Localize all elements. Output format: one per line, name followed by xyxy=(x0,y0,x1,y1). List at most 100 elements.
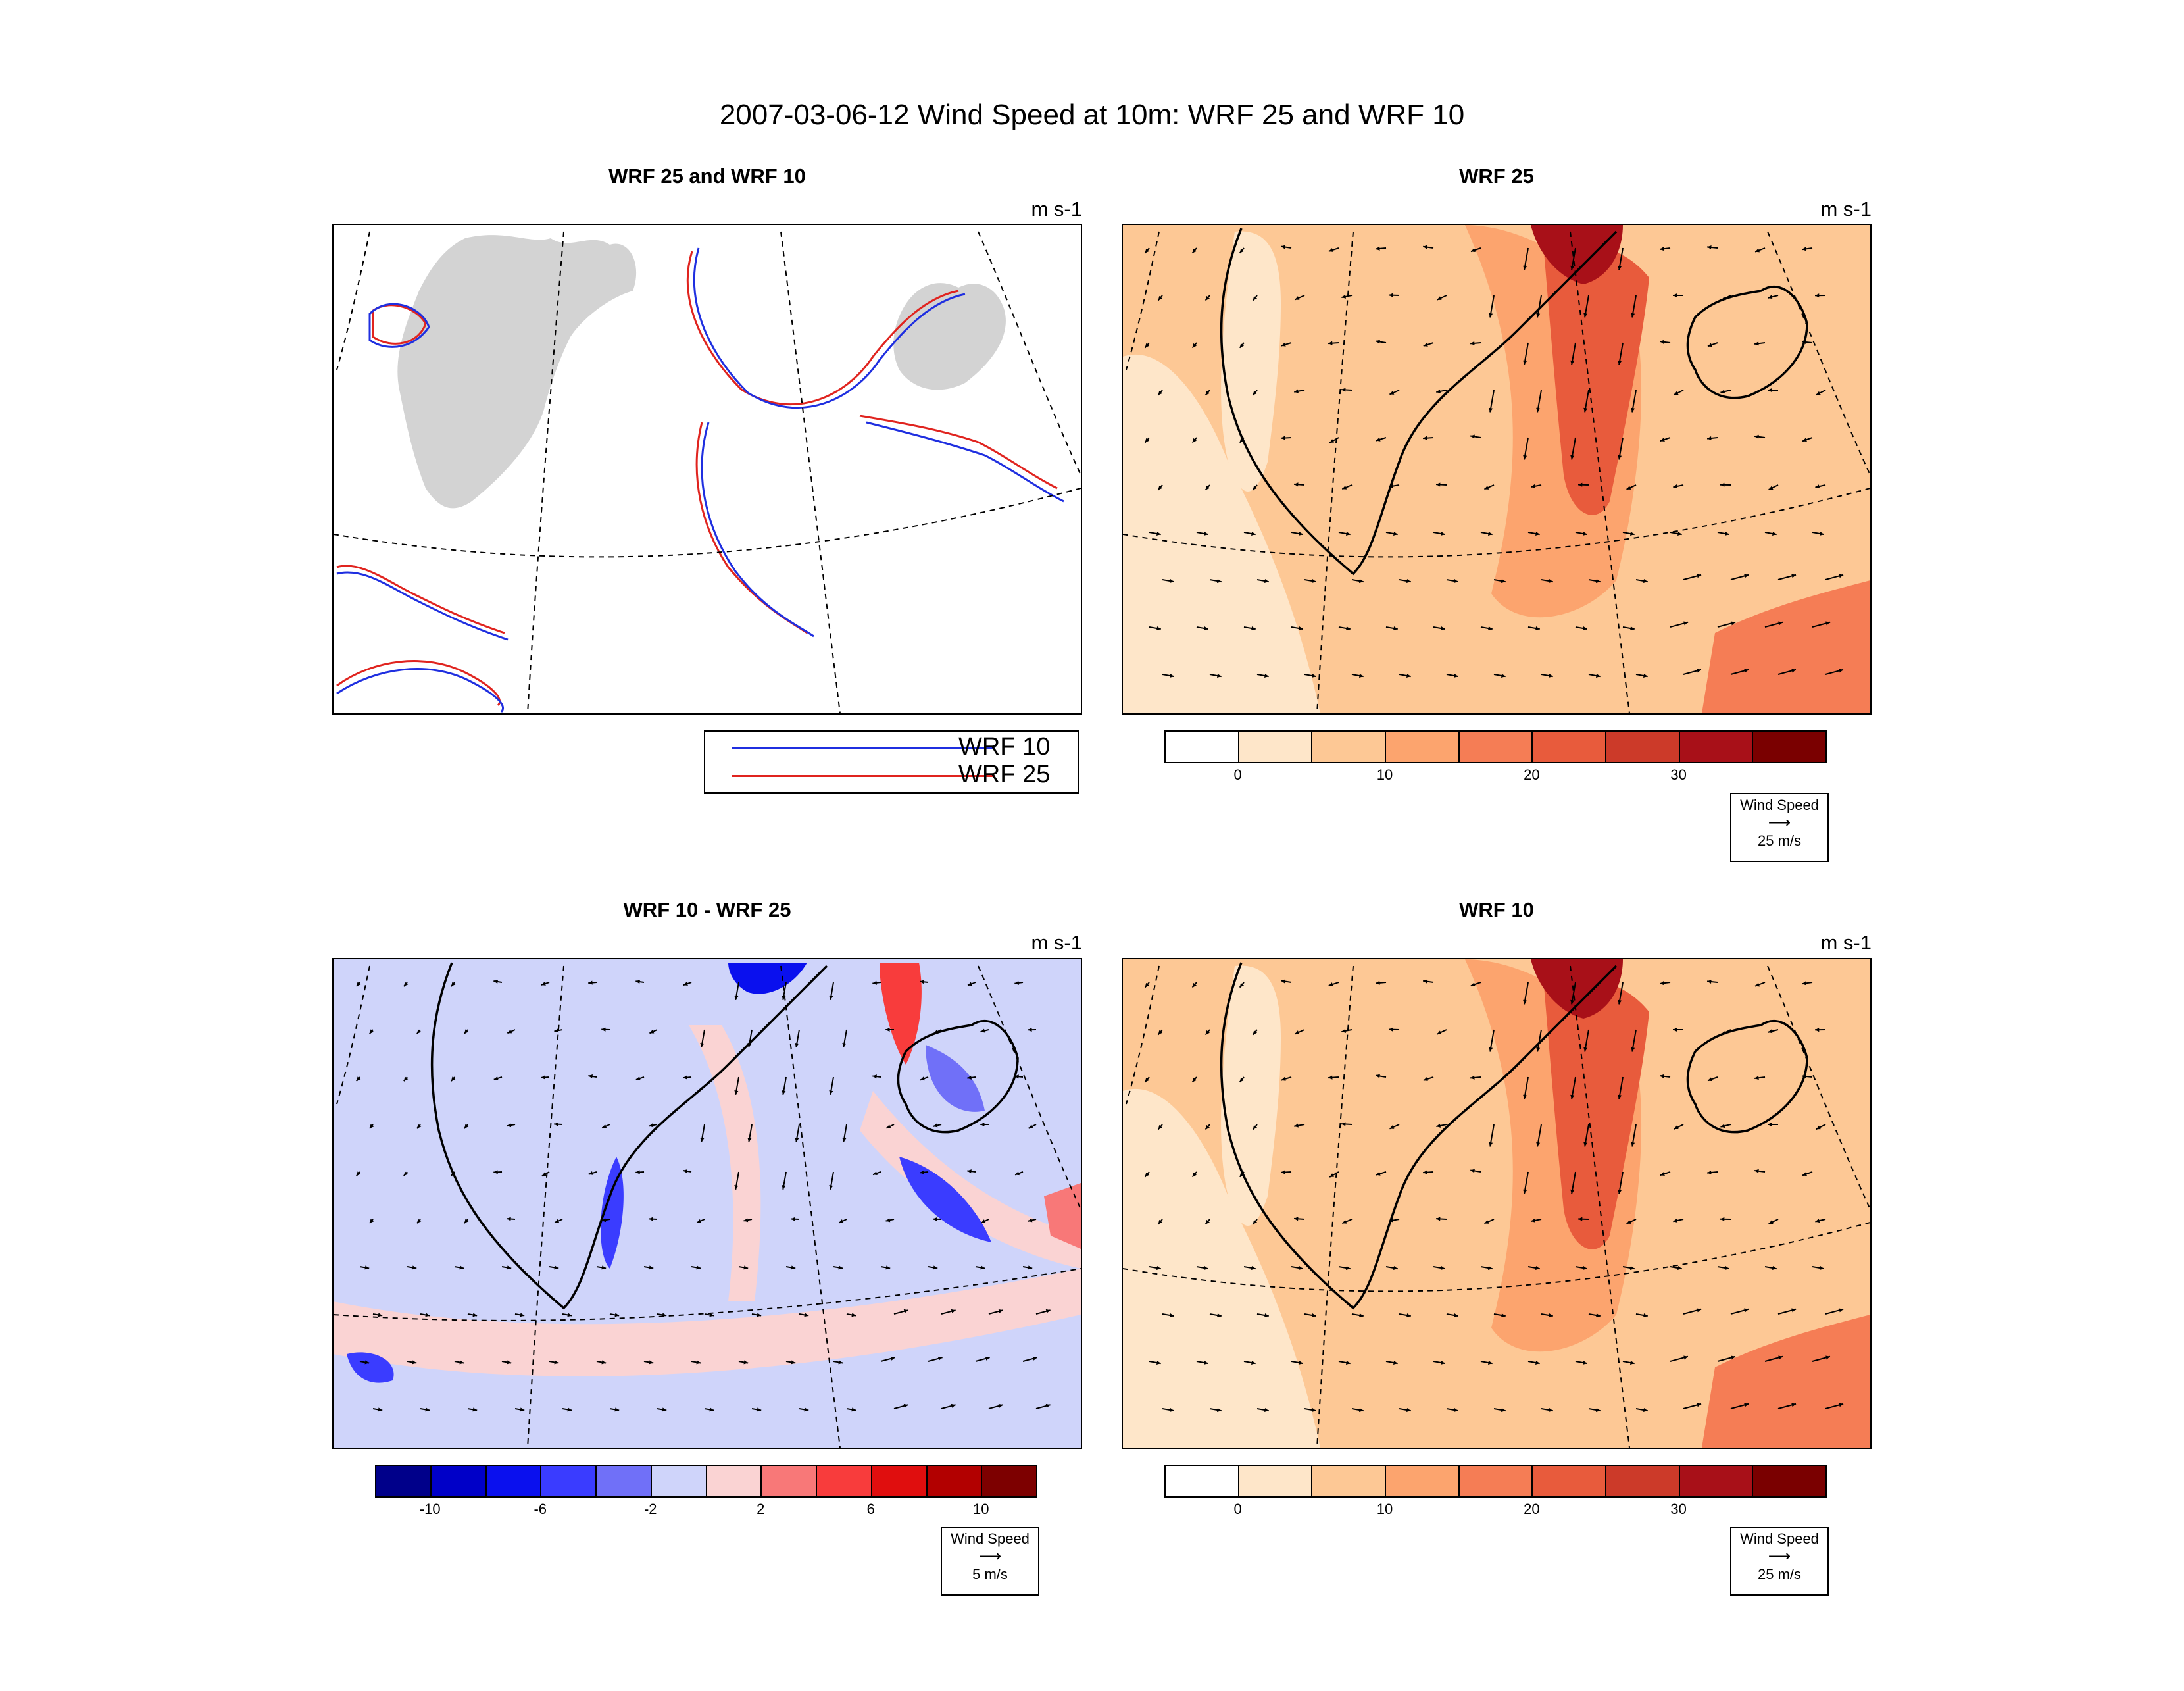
wind-vector-head xyxy=(416,1124,422,1129)
wind-vector-head xyxy=(1453,579,1458,584)
wind-vector-head xyxy=(1791,574,1797,578)
wind-vector-head xyxy=(683,1075,687,1080)
graticule-lon-4 xyxy=(1767,965,1870,1210)
wind-vector-head xyxy=(1376,980,1380,985)
wind-vector-head xyxy=(700,1138,705,1142)
wind-vector-head xyxy=(1487,1266,1493,1271)
reference-vector-arrow: ⟶ xyxy=(1768,814,1791,832)
wind-vector-head xyxy=(697,1219,702,1223)
wind-vector-head xyxy=(1192,343,1197,348)
wind-vector-head xyxy=(1487,1361,1493,1365)
wind-vector-head xyxy=(1595,674,1601,678)
wind-vector-head xyxy=(1358,674,1364,678)
graticule-lon-3 xyxy=(780,965,841,1448)
coast-iceland xyxy=(897,1020,1019,1134)
wind-vector-head xyxy=(1205,1124,1210,1130)
wind-vector-head xyxy=(1205,485,1210,490)
wind-vector-head xyxy=(1205,295,1210,301)
wind-vector-head xyxy=(838,1265,843,1270)
wind-vector-head xyxy=(1311,579,1316,584)
field-jet xyxy=(1544,979,1649,1249)
colorbar-cell xyxy=(540,1465,597,1498)
wind-vector-head xyxy=(1253,390,1257,395)
wind-vector-head xyxy=(1158,390,1162,395)
coast-greenland xyxy=(1220,228,1618,576)
wind-vector-head xyxy=(649,1265,654,1270)
wind-vector-head xyxy=(1342,1219,1347,1224)
wind-vector-head xyxy=(1437,1030,1442,1034)
wind-vector-head xyxy=(903,1309,908,1313)
wind-vector-head xyxy=(747,1138,752,1142)
wind-vector-head xyxy=(1045,1309,1051,1313)
colorbar-cell xyxy=(1605,1465,1680,1498)
wind-vector-head xyxy=(1768,388,1772,393)
wind-vector-head xyxy=(1205,1219,1210,1224)
wind-vector-head xyxy=(1618,1189,1622,1194)
wind-vector-head xyxy=(1294,389,1299,393)
wind-vector-head xyxy=(1707,436,1712,441)
colorbar-tick-label: 10 xyxy=(1376,767,1393,783)
wind-vector-head xyxy=(1755,248,1760,253)
wind-vector-head xyxy=(1626,1220,1631,1224)
wind-vector-head xyxy=(1815,293,1820,298)
wind-vector-head xyxy=(1436,482,1441,487)
wind-vector-head xyxy=(614,1407,620,1412)
wind-vector-head xyxy=(425,1407,430,1412)
wind-vector-head xyxy=(1802,247,1806,251)
wind-vector-head xyxy=(743,1265,749,1270)
wind-vector-head xyxy=(1192,438,1197,443)
wind-vector-head xyxy=(1453,1313,1458,1318)
wind-vector-head xyxy=(903,1403,908,1408)
wind-vector-head xyxy=(588,1074,593,1078)
wind-vector-head xyxy=(1754,434,1759,439)
wind-vector-head xyxy=(696,1265,701,1270)
wind-vector-head xyxy=(1839,574,1844,578)
wind-vector-head xyxy=(369,1219,374,1224)
graticule-lon-4 xyxy=(1767,231,1870,476)
wind-vector-head xyxy=(601,1265,607,1270)
wind-vector-head xyxy=(635,980,640,984)
wind-vector-head xyxy=(1251,1266,1256,1271)
wind-vector-head xyxy=(1583,1047,1588,1052)
wind-vector-head xyxy=(1298,1361,1303,1365)
wind-vector-head xyxy=(1253,1030,1257,1035)
wind-vector-head xyxy=(1281,979,1285,984)
wind-vector-head xyxy=(554,1122,558,1126)
colorbar-cell xyxy=(705,1465,762,1498)
panel-3-map xyxy=(332,958,1082,1449)
wind-vector-head xyxy=(1345,532,1351,536)
wind-vector-head xyxy=(1819,532,1824,536)
wind-vector-head xyxy=(493,1076,499,1080)
wind-vector-head xyxy=(601,1360,607,1365)
wind-vector-head xyxy=(1281,245,1285,249)
wind-vector-head xyxy=(1032,1356,1037,1361)
wind-vector-head xyxy=(747,1043,752,1047)
colorbar-cell xyxy=(1385,1465,1460,1498)
wind-vector-head xyxy=(554,1028,559,1033)
wind-vector-head xyxy=(1298,532,1303,536)
wind-vector-head xyxy=(459,1360,464,1365)
wind-vector-head xyxy=(795,1138,799,1142)
wind-vector-head xyxy=(1192,1077,1197,1082)
wind-vector-head xyxy=(356,982,361,987)
wind-vector-head xyxy=(1489,1142,1493,1147)
wind-vector-head xyxy=(1440,1266,1445,1271)
wind-vector-head xyxy=(1535,532,1540,536)
wind-vector-head xyxy=(1815,1028,1820,1032)
wind-vector-head xyxy=(1145,1172,1149,1177)
speed-colorbar-bottom-labels: 0 10 20 30 xyxy=(1164,1501,1825,1521)
wind-vector-head xyxy=(851,1407,856,1412)
coast-iceland xyxy=(1686,286,1808,399)
reference-vector-label: Wind Speed xyxy=(1740,1530,1819,1547)
graticule-lon-2 xyxy=(1316,231,1354,713)
wind-vector-head xyxy=(1802,981,1806,986)
wind-vector-head xyxy=(464,1124,469,1129)
wind-vector-head xyxy=(1281,436,1285,440)
colorbar-tick-label: 20 xyxy=(1524,1501,1540,1517)
wind-vector-head xyxy=(1341,1122,1346,1126)
wind-vector-head xyxy=(1014,980,1019,985)
wind-vector-head xyxy=(1329,439,1335,443)
wind-vector-head xyxy=(1311,1408,1316,1413)
colorbar-cell xyxy=(375,1465,432,1498)
panel-4-map xyxy=(1122,958,1872,1449)
